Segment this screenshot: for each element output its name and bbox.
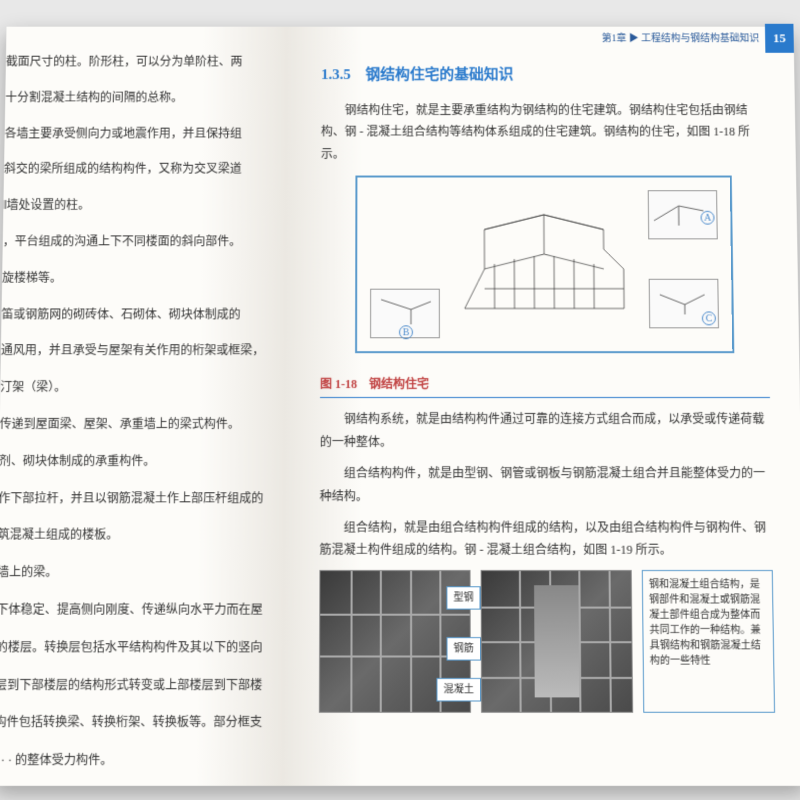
callout-c: C [649, 279, 719, 329]
figure-1-19: 型钢 钢筋 混凝土 钢和混凝土组合结构，是钢部件和混凝土或钢筋混凝土部件组合成为… [319, 570, 775, 713]
text-line: 旋楼梯等。 [2, 267, 271, 290]
text-line: 斜交的梁所组成的结构构件，又称为交叉梁道 [4, 158, 272, 180]
page-number: 15 [765, 23, 794, 53]
text-line: 层到下部楼层的结构形式转变或上部楼层到下部楼 [0, 673, 268, 696]
page-header: 第1章 ▶ 工程结构与钢结构基础知识 15 [287, 27, 794, 50]
paragraph: 组合结构构件，就是由型钢、钢管或钢板与钢筋混凝土组合并且能整体受力的一种结构。 [320, 462, 772, 508]
text-line: 汀架（梁）。 [0, 376, 270, 399]
text-line: 截面尺寸的柱。阶形柱，可以分为单阶柱、两 [6, 51, 272, 73]
text-line: ‖墙处设置的柱。 [3, 194, 271, 216]
right-page: 第1章 ▶ 工程结构与钢结构基础知识 15 1.3.5 钢结构住宅的基础知识 钢… [283, 27, 800, 786]
label-c: C [702, 311, 716, 325]
text-line: 剂、砌块体制成的承重构件。 [0, 450, 270, 473]
label-b: B [399, 325, 413, 339]
text-line: 笛或钢筋网的砌砖体、石砌体、砌块体制成的 [1, 303, 270, 326]
chapter-breadcrumb: 第1章 ▶ 工程结构与钢结构基础知识 [602, 29, 760, 47]
text-line: 下体稳定、提高侧向刚度、传递纵向水平力而在屋 [0, 598, 269, 621]
figure-caption-1-18: 图 1-18 钢结构住宅 [320, 371, 770, 399]
text-line: 传递到屋面梁、屋架、承重墙上的梁式构件。 [0, 413, 270, 436]
section-title-text: 钢结构住宅的基础知识 [366, 67, 514, 83]
label-a: A [700, 211, 714, 225]
photo-right: 型钢 钢筋 混凝土 [481, 570, 634, 713]
text-line: 通风用，并且承受与屋架有关作用的桁架或框梁， [1, 340, 271, 363]
house-illustration [455, 210, 635, 319]
paragraph: 钢结构住宅，就是主要承重结构为钢结构的住宅建筑。钢结构住宅包括由钢结构、钢 - … [321, 99, 766, 166]
left-page: 截面尺寸的柱。阶形柱，可以分为单阶柱、两 十分割混凝土结构的间隔的总称。 各墙主… [0, 27, 287, 786]
callout-b: B [370, 289, 440, 339]
text-line: · · · 的整体受力构件。 [0, 749, 268, 772]
figure-1-18: A B C [320, 175, 769, 360]
text-line: 的楼层。转换层包括水平结构构件及其以下的竖向 [0, 636, 269, 659]
text-line: 十分割混凝土结构的间隔的总称。 [5, 87, 272, 109]
description-box: 钢和混凝土组合结构，是钢部件和混凝土或钢筋混凝土部件组合成为整体而共同工作的一种… [642, 570, 775, 713]
section-heading: 1.3.5 钢结构住宅的基础知识 [321, 62, 765, 90]
text-line: 各墙主要承受侧向力或地震作用，并且保持组 [4, 122, 271, 144]
callout-a: A [648, 190, 718, 239]
text-line: 墙上的梁。 [0, 561, 269, 584]
text-line: 构件包括转换梁、转换桁架、转换板等。部分框支 [0, 711, 268, 734]
text-line: 筑混凝土组成的楼板。 [0, 524, 269, 547]
text-line: 作下部拉杆，并且以钢筋混凝土作上部压杆组成的 [0, 487, 270, 510]
section-number: 1.3.5 [321, 67, 351, 83]
label-hunningtu: 混凝土 [436, 678, 481, 702]
paragraph: 组合结构，就是由组合结构构件组成的结构，以及由组合结构构件与钢构件、钢筋混凝土构… [319, 516, 772, 562]
label-xinggang: 型钢 [446, 587, 480, 610]
paragraph: 钢结构系统，就是由结构构件通过可靠的连接方式组合而成，以承受或传递荷载的一种整体… [320, 408, 771, 454]
label-gangjin: 钢筋 [446, 637, 480, 660]
figure-box: A B C [355, 175, 734, 353]
text-line: ，平台组成的沟通上下不同楼面的斜向部件。 [3, 230, 271, 252]
